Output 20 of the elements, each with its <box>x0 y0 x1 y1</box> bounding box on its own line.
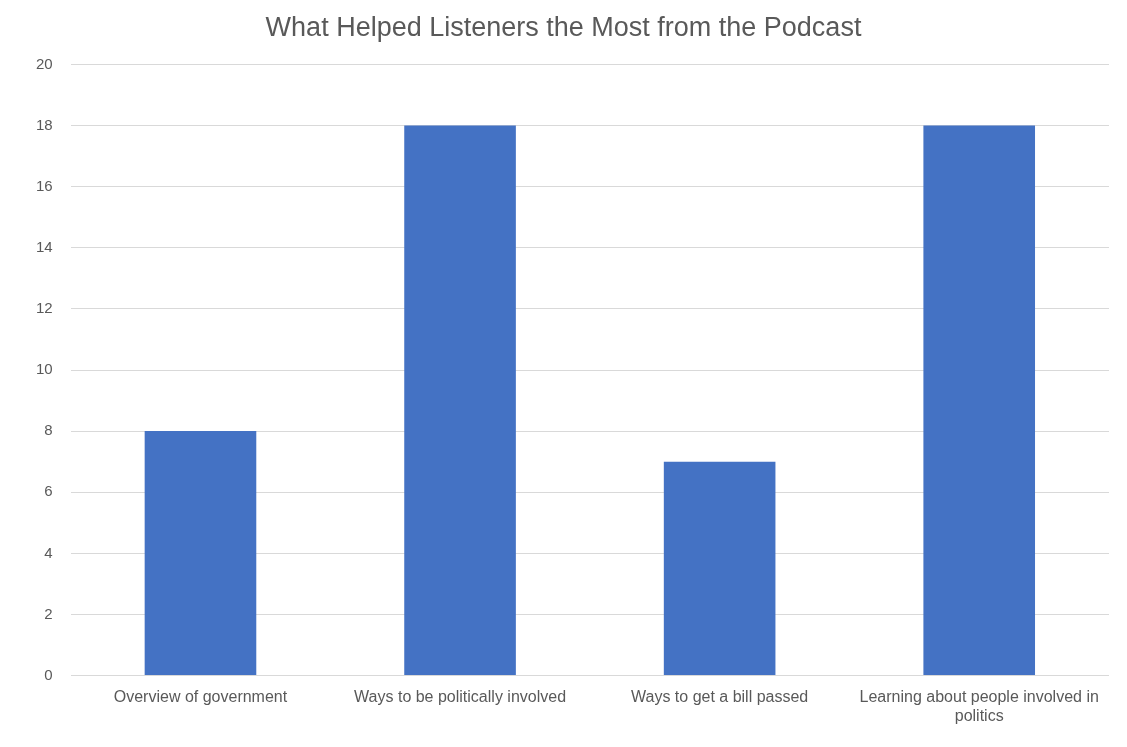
bar <box>144 431 257 676</box>
y-tick-label: 16 <box>36 176 53 194</box>
x-tick-label: Ways to get a bill passed <box>630 687 809 705</box>
y-tick-label: 8 <box>44 421 53 439</box>
y-tick-label: 20 <box>36 54 53 72</box>
y-tick-label: 0 <box>44 665 53 683</box>
y-tick-label: 18 <box>36 115 53 133</box>
y-tick-label: 4 <box>44 543 53 561</box>
y-tick-label: 2 <box>44 604 53 622</box>
y-tick-label: 6 <box>44 482 53 500</box>
y-tick-label: 14 <box>36 237 53 255</box>
x-tick-label: Ways to be politically involved <box>354 687 567 705</box>
y-tick-label: 10 <box>36 360 53 378</box>
bar <box>404 125 516 676</box>
x-tick-label: Overview of government <box>113 687 288 705</box>
x-tick-label: Learning about people involved in politics <box>859 687 1099 724</box>
bar <box>663 461 776 676</box>
y-tick-label: 12 <box>36 299 53 317</box>
chart-title: What Helped Listeners the Most from the Podcast <box>265 11 862 42</box>
bar <box>923 125 1036 676</box>
